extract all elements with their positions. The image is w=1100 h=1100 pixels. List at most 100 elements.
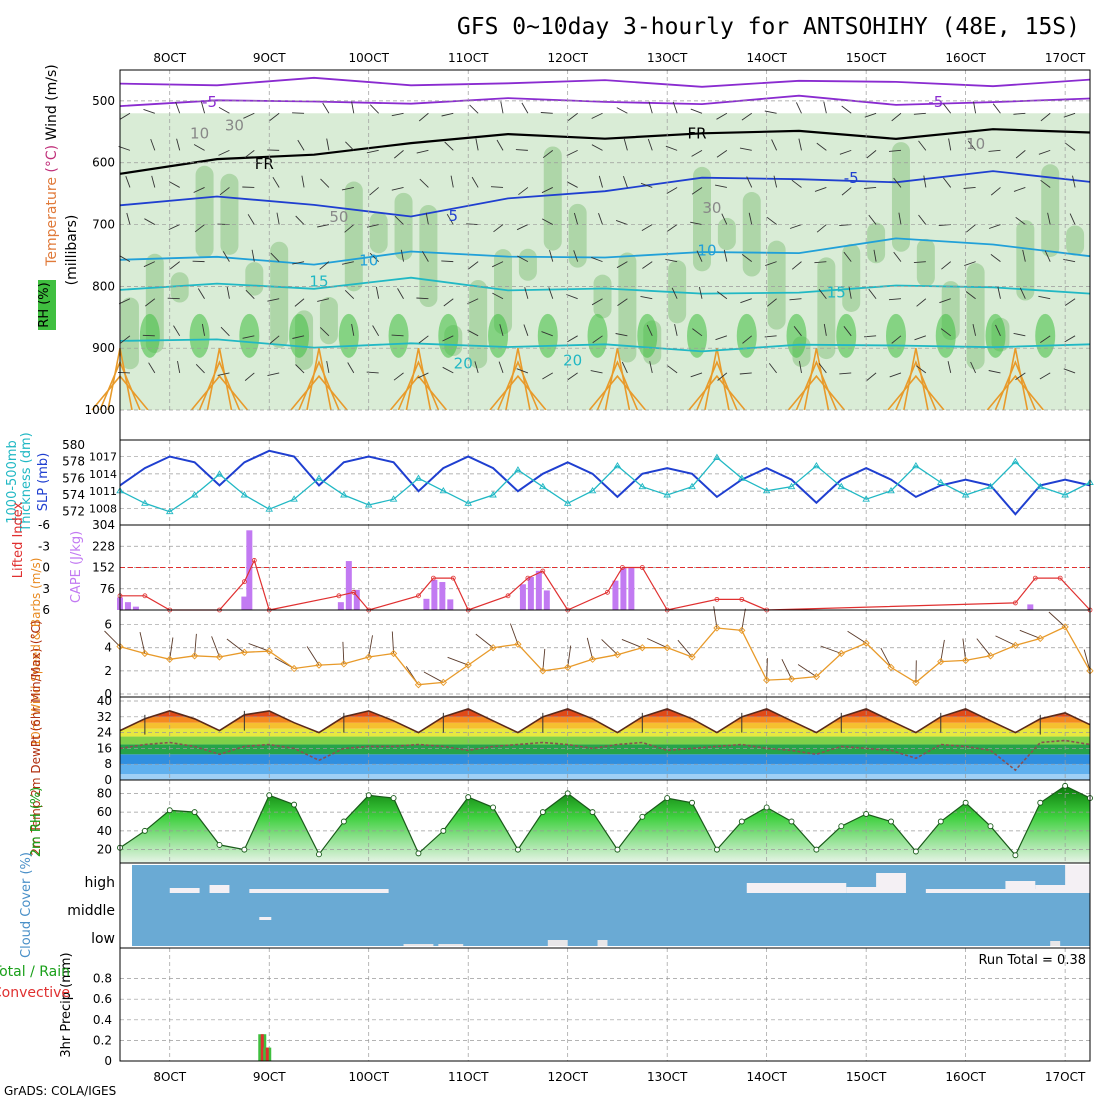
slp-tick-label: 1014 [89,468,117,481]
surface-isotherm [489,374,547,411]
wind-barb [219,187,230,196]
rh-marker [888,818,894,825]
wind-barb [791,179,802,188]
wind-barb [467,329,479,337]
rh-marker [589,809,596,816]
series-line-thickness [119,456,1091,513]
wind-barb [990,254,1001,262]
wind-speed-marker [1011,641,1020,650]
rh-shading-high [189,313,210,358]
wind-barb [1013,187,1026,192]
run-total-label: Run Total = 0.38 [978,953,1086,968]
thickness-marker [141,499,149,506]
wind-barb [914,335,926,341]
lifted-index-marker [605,589,610,595]
wind-speed-marker [340,660,348,668]
low-cloud-patch [597,940,608,946]
wind-barb [125,176,131,188]
wind-barb [716,149,728,158]
wind-barb [690,221,703,225]
lifted-index-marker [251,558,257,563]
wind-barb [789,298,802,301]
wind-barb [667,365,678,374]
wind-barb [295,215,305,225]
temp-tick-label: 32 [97,710,112,724]
wind-barb [272,176,280,188]
wind-barb [419,178,429,188]
isotherm-5 [119,170,1091,218]
wind-speed-marker [787,675,796,683]
wind-barb [541,187,553,194]
wind-barb [524,287,529,299]
wind-barb [972,324,977,336]
lifted-index-line [120,558,1091,611]
cape-bar [241,596,248,610]
low-cloud-patch [438,944,464,946]
date-tick-label: 9OCT [253,51,286,65]
thickness-tick-label: 580 [62,438,85,452]
wind-barb [119,255,131,263]
wind-barb [997,286,1001,299]
pressure-tick-label: 500 [92,94,115,108]
precip-frame [119,947,1091,1062]
dewpoint-line [119,739,1091,772]
wind-barb [295,364,305,374]
date-tick-label: 16OCT [945,51,986,65]
date-tick-label: 15OCT [846,51,887,65]
high-cloud-patch [169,888,200,893]
wind-barb [1019,629,1041,639]
cloud-tick-label: middle [67,903,115,919]
wind-speed-marker [141,649,149,658]
wind-barb [741,254,753,262]
wind-barb [450,175,454,188]
thickness-marker [688,482,696,490]
grads-credit: GrADS: COLA/IGES [4,1084,116,1098]
wind-barb [276,212,280,225]
wind-barb [498,361,504,374]
wind-barb [976,638,991,657]
wind-barb [992,103,1001,114]
wind-barb [642,261,653,269]
rh-shading-mid [817,257,836,360]
thickness-marker [638,482,647,490]
lifted-index-tick-label: -3 [38,539,50,553]
rh-shading-mid [916,238,935,287]
wind-barb [764,110,777,114]
cape-bar [612,580,619,610]
wind-barb [586,637,594,660]
wind-barb [1083,649,1091,671]
wind-barb [797,664,817,678]
wind-barb [973,101,977,114]
high-cloud-patch [925,889,1066,893]
contour-label: 30 [702,199,721,217]
rh-marker [838,823,845,830]
wind-barb [496,139,504,151]
wind-speed-marker [862,639,870,647]
wind-barb [943,177,952,188]
wind-barb [641,224,653,231]
slp-thickness-panel: 572 574 576 578 580 1008 1011 1014 1017 Thickness… [5,432,1094,533]
temp-band [120,716,1090,723]
wind-barb [145,298,156,307]
thickness-marker [588,486,597,494]
wind-axis-label: 10m Wind Speed & Barbs (m/s) [29,558,43,747]
wind-barb [443,298,454,307]
wind-barb [119,112,131,120]
wind-tick-label: 4 [104,641,112,655]
high-cloud-patch [876,873,906,893]
isotherm-10 [119,237,1091,266]
cloud-tick-label: high [84,875,115,891]
wind-barb [517,255,529,263]
rh-shading-mid [220,173,239,255]
rh-shading-high [886,313,906,358]
slp-tick-label: 1011 [89,485,117,498]
rh-marker [1037,799,1044,806]
wind-barb [880,647,892,668]
date-tick-label: 14OCT [746,1070,787,1084]
cloud-cover-panel: high middle low Cloud Cover (%) [19,852,1091,958]
wind-barb [540,112,553,114]
rh-shading-high [537,313,558,358]
wind-barb [499,324,504,336]
wind-barb [168,224,180,231]
